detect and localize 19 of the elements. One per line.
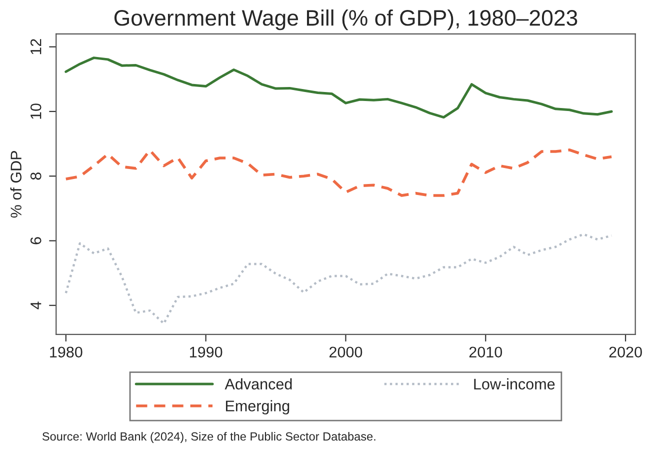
- source-note: Source: World Bank (2024), Size of the Public Sector Database.: [42, 432, 376, 443]
- x-tick-label: 2010: [469, 346, 502, 358]
- y-tick-label: 6: [30, 237, 42, 244]
- y-tick-label: 12: [30, 39, 42, 54]
- x-tick-label: 1990: [190, 346, 222, 358]
- y-tick-label: 4: [30, 302, 42, 310]
- chart-title: Government Wage Bill (% of GDP), 1980–2023: [114, 9, 578, 30]
- line-series: [64, 148, 613, 197]
- legend-label: Advanced: [224, 378, 292, 390]
- legend-label: Low-income: [474, 378, 555, 390]
- x-tick-label: 1980: [50, 346, 82, 358]
- y-tick-label: 8: [30, 172, 42, 180]
- x-tick-label: 2020: [609, 346, 642, 358]
- line-series: [64, 56, 613, 119]
- y-tick-label: 10: [30, 104, 42, 119]
- x-tick-label: 2000: [329, 346, 362, 358]
- y-axis-title: % of GDP: [10, 151, 22, 218]
- line-series: [64, 233, 613, 325]
- legend-label: Emerging: [226, 400, 290, 414]
